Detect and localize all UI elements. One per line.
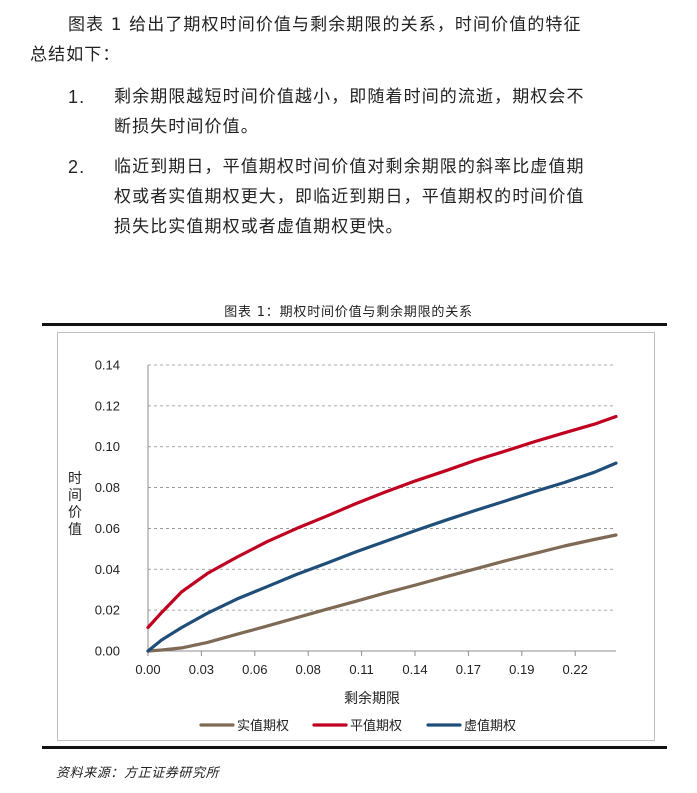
x-tick-label: 0.19 [509, 662, 534, 677]
x-tick-label: 0.11 [349, 662, 373, 677]
figure-title: 图表 1：期权时间价值与剩余期限的关系 [224, 305, 473, 320]
x-tick-label: 0.17 [456, 662, 481, 677]
series-line-1 [146, 533, 618, 653]
list-text-line: 断损失时间价值。 [114, 117, 259, 137]
y-axis-label: 时间价值 [68, 471, 82, 538]
y-tick-label: 0.10 [95, 439, 120, 454]
list-text: 剩余期限越短时间价值越小，即随着时间的流逝，期权会不 断损失时间价值。 [114, 82, 668, 142]
chart-axes [147, 365, 616, 656]
x-tick-label: 0.00 [135, 662, 160, 677]
y-tick-label: 0.06 [95, 521, 120, 536]
figure-top-rule [42, 323, 667, 326]
figure-bottom-rule [42, 746, 667, 749]
y-tick-label: 0.12 [95, 398, 120, 413]
chart-legend: 实值期权 平值期权 虚值期权 [199, 718, 516, 734]
list-number: 1. [68, 87, 86, 107]
intro-paragraph: 图表 1 给出了期权时间价值与剩余期限的关系，时间价值的特征 总结如下： [30, 10, 660, 70]
x-tick-label: 0.22 [563, 662, 588, 677]
y-tick-label: 0.02 [95, 603, 120, 618]
chart-grid [148, 364, 616, 611]
legend-label: 虚值期权 [464, 718, 516, 734]
chart-frame: 0.00 0.02 0.04 0.06 0.08 0.10 0.12 0.14 0.00 0.0… [57, 332, 655, 741]
intro-line-2: 总结如下： [30, 45, 121, 65]
list-item: 2. 临近到期日，平值期权时间价值对剩余期限的斜率比虚值期 权或者实值期权更大，… [68, 152, 668, 242]
y-axis-label-char: 间 [68, 488, 82, 504]
list-text: 临近到期日，平值期权时间价值对剩余期限的斜率比虚值期 权或者实值期权更大，即临近… [114, 152, 668, 242]
list-text-line: 剩余期限越短时间价值越小，即随着时间的流逝，期权会不 [114, 87, 585, 107]
list-item: 1. 剩余期限越短时间价值越小，即随着时间的流逝，期权会不 断损失时间价值。 [68, 82, 668, 142]
source-note: 资料来源：方正证券研究所 [56, 766, 220, 781]
y-tick-label: 0.08 [95, 480, 120, 495]
list-text-line: 损失比实值期权或者虚值期权更快。 [114, 217, 404, 237]
x-tick-label: 0.03 [189, 662, 214, 677]
y-tick-labels: 0.00 0.02 0.04 0.06 0.08 0.10 0.12 0.14 [95, 358, 120, 659]
y-tick-label: 0.00 [95, 644, 120, 659]
intro-line-1: 图表 1 给出了期权时间价值与剩余期限的关系，时间价值的特征 [68, 15, 582, 35]
x-axis-label: 剩余期限 [344, 690, 400, 707]
y-tick-label: 0.14 [95, 358, 120, 373]
x-tick-label: 0.14 [402, 662, 427, 677]
legend-label: 平值期权 [350, 718, 402, 734]
x-tick-label: 0.08 [296, 662, 321, 677]
y-tick-label: 0.04 [95, 562, 120, 577]
list-text-line: 权或者实值期权更大，即临近到期日，平值期权的时间价值 [114, 187, 585, 207]
y-axis-label-char: 时 [68, 471, 82, 487]
y-axis-label-char: 价 [68, 505, 82, 521]
y-axis-label-char: 值 [68, 522, 82, 538]
series-line-3 [146, 461, 618, 653]
legend-label: 实值期权 [237, 718, 289, 734]
chart-series [146, 414, 618, 653]
x-tick-labels: 0.00 0.03 0.06 0.08 0.11 0.14 0.17 0.19 0.22 [135, 662, 588, 677]
list-number: 2. [68, 157, 86, 177]
summary-list: 1. 剩余期限越短时间价值越小，即随着时间的流逝，期权会不 断损失时间价值。 2… [68, 82, 668, 252]
series-line-2 [146, 414, 618, 630]
chart-svg: 0.000.020.040.060.080.100.120.14 0.00 0.0… [68, 358, 618, 734]
x-tick-label: 0.06 [242, 662, 267, 677]
list-text-line: 临近到期日，平值期权时间价值对剩余期限的斜率比虚值期 [114, 157, 585, 177]
